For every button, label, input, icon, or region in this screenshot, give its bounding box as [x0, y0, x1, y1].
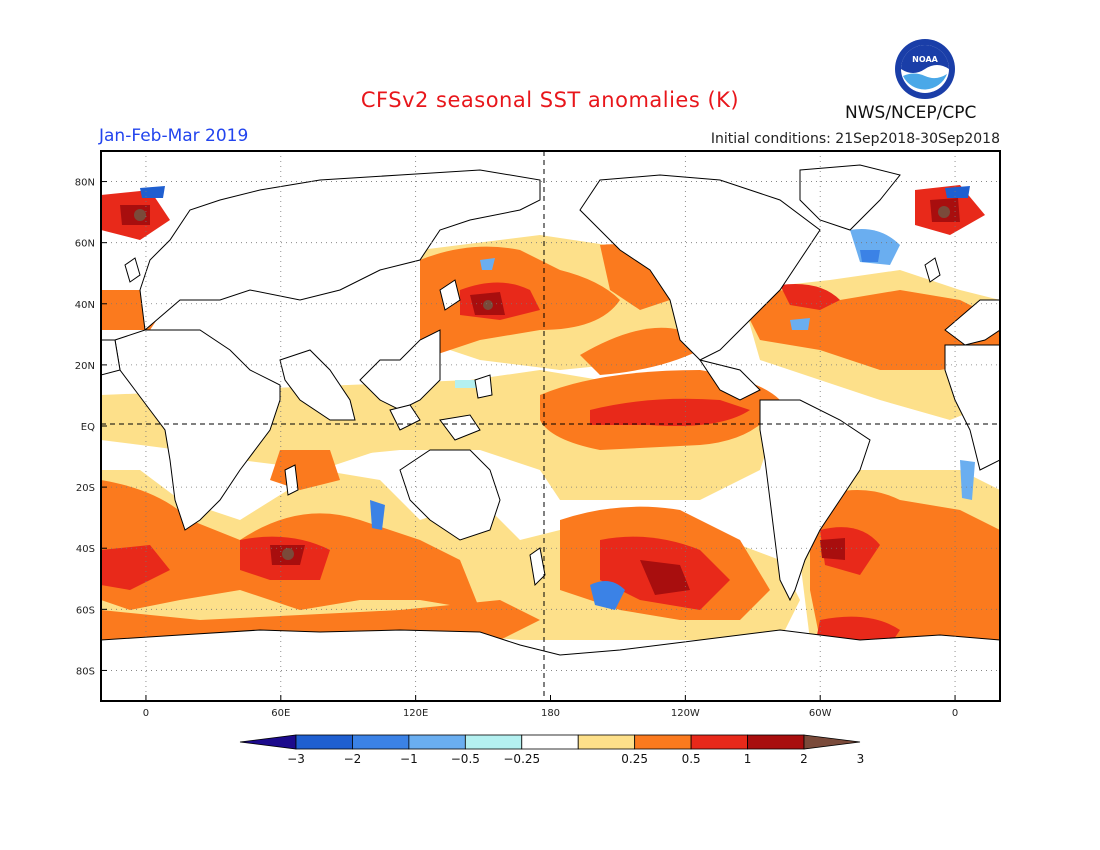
lat-label: 20N [75, 361, 95, 372]
lat-label: 60S [76, 605, 95, 616]
colorbar-label: 0.5 [682, 752, 701, 766]
lon-label: 60E [271, 708, 290, 719]
lon-label: 0 [143, 708, 149, 719]
colorbar-box [521, 734, 579, 750]
lon-label: 180 [541, 708, 560, 719]
lon-label: 0 [952, 708, 958, 719]
colorbar-label: −0.25 [503, 752, 540, 766]
lon-label: 60W [809, 708, 832, 719]
agency-name: NWS/NCEP/CPC [845, 103, 977, 123]
initial-conditions: Initial conditions: 21Sep2018-30Sep2018 [710, 131, 1000, 147]
lat-label: EQ [81, 422, 95, 433]
ocean-anomaly-fields [101, 185, 1000, 660]
continents [101, 164, 1000, 701]
colorbar-box [295, 734, 353, 750]
graticule [101, 151, 1000, 701]
colorbar-box [464, 734, 523, 750]
colorbar-label: 1 [744, 752, 752, 766]
chart-title: CFSv2 seasonal SST anomalies (K) [360, 88, 740, 112]
svg-text:NOAA: NOAA [912, 55, 938, 64]
colorbar-box [747, 734, 805, 750]
colorbar-high-arrow [803, 734, 861, 750]
map-canvas [101, 151, 1000, 701]
noaa-logo-icon: NOAA [895, 39, 955, 99]
colorbar-box [577, 734, 636, 750]
colorbar-label: 0.25 [621, 752, 648, 766]
lat-label: 80S [76, 666, 95, 677]
colorbar-box [408, 734, 466, 750]
colorbar-low-arrow [239, 734, 297, 750]
forecast-period: Jan-Feb-Mar 2019 [99, 126, 249, 146]
colorbar: −3 −2 −1 −0.5 −0.25 0.25 0.5 1 2 3 [239, 734, 865, 766]
lat-label: 40S [76, 544, 95, 555]
colorbar-box [634, 734, 692, 750]
lat-label: 40N [75, 300, 95, 311]
lat-label: 20S [76, 483, 95, 494]
lon-label: 120E [403, 708, 428, 719]
colorbar-label: −2 [344, 752, 362, 766]
colorbar-label: 2 [800, 752, 808, 766]
colorbar-label: −3 [287, 752, 305, 766]
colorbar-box [690, 734, 748, 750]
lon-label: 120W [671, 708, 700, 719]
lat-label: 80N [75, 178, 95, 189]
lat-label: 60N [75, 239, 95, 250]
colorbar-box [352, 734, 410, 750]
colorbar-label: −1 [400, 752, 418, 766]
latitude-labels: 80N 60N 40N 20N EQ 20S 40S 60S 80S [75, 178, 107, 677]
colorbar-label: 3 [857, 752, 865, 766]
colorbar-label: −0.5 [451, 752, 480, 766]
longitude-labels: 0 60E 120E 180 120W 60W 0 [143, 695, 958, 719]
